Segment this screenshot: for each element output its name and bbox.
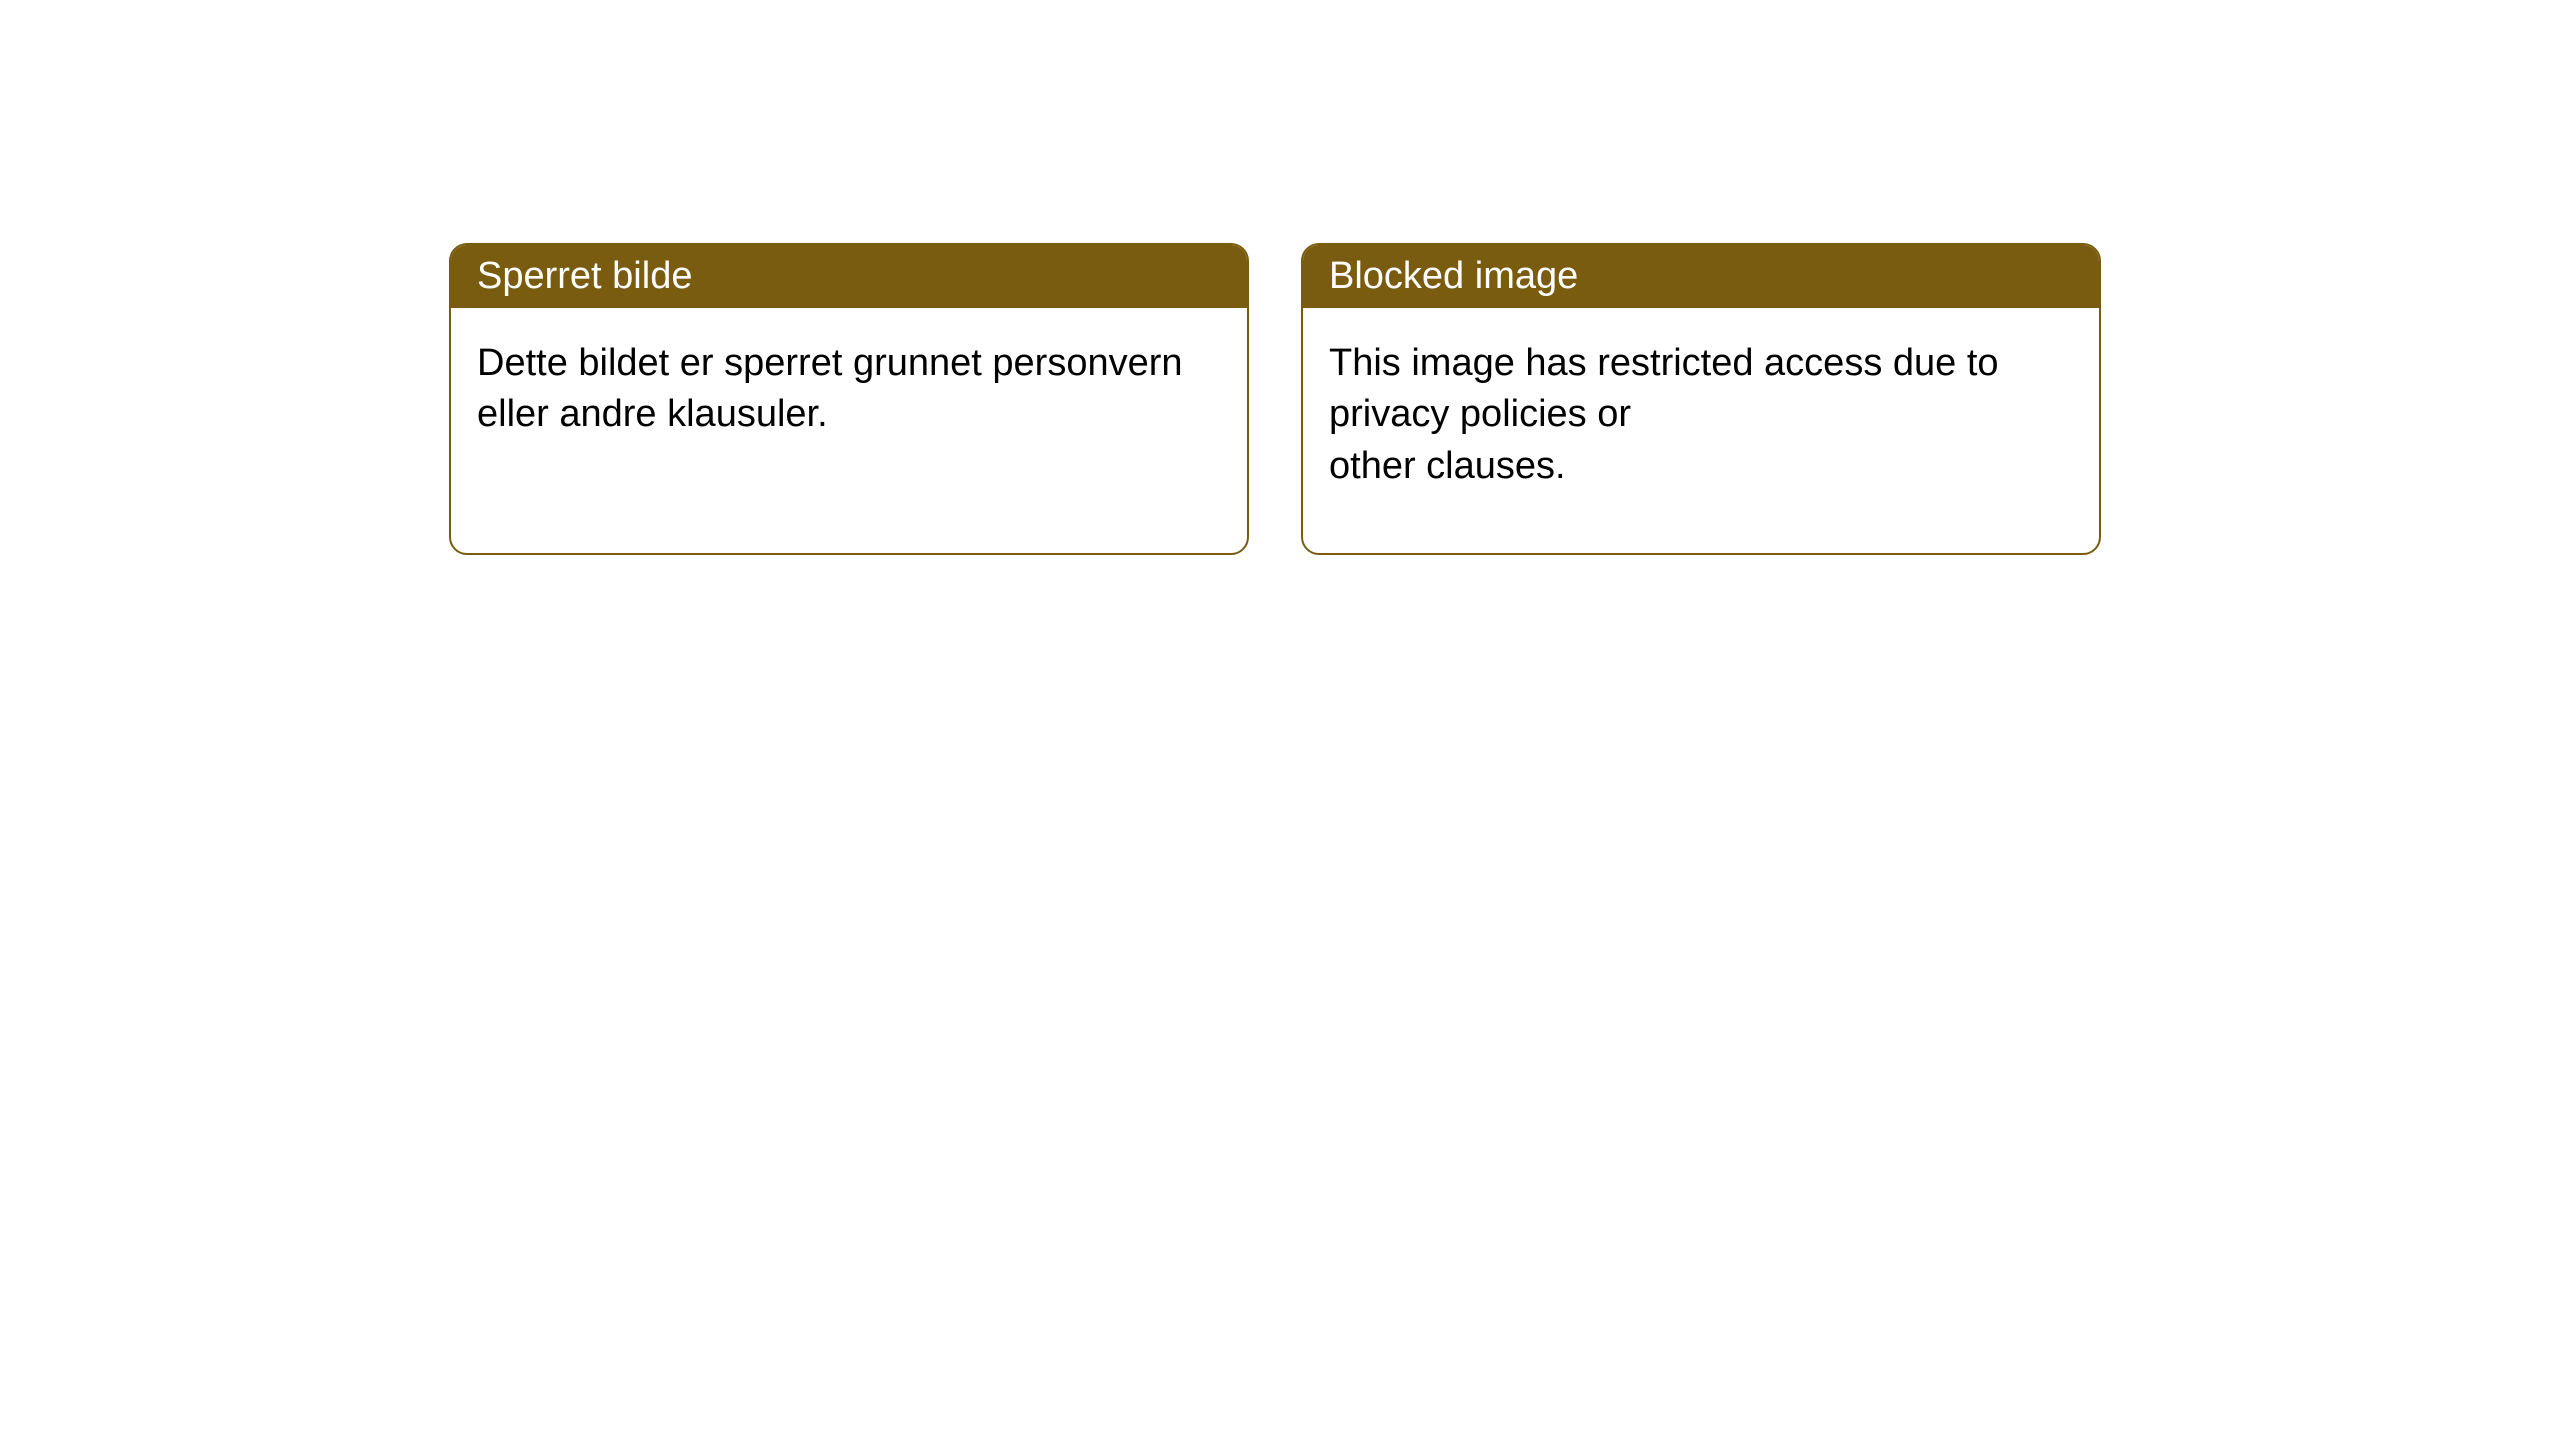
notice-container: Sperret bilde Dette bildet er sperret gr…: [449, 243, 2101, 555]
notice-body-norwegian: Dette bildet er sperret grunnet personve…: [451, 308, 1247, 553]
notice-title-english: Blocked image: [1303, 245, 2099, 308]
notice-title-norwegian: Sperret bilde: [451, 245, 1247, 308]
notice-box-norwegian: Sperret bilde Dette bildet er sperret gr…: [449, 243, 1249, 555]
notice-body-english: This image has restricted access due to …: [1303, 308, 2099, 553]
notice-box-english: Blocked image This image has restricted …: [1301, 243, 2101, 555]
